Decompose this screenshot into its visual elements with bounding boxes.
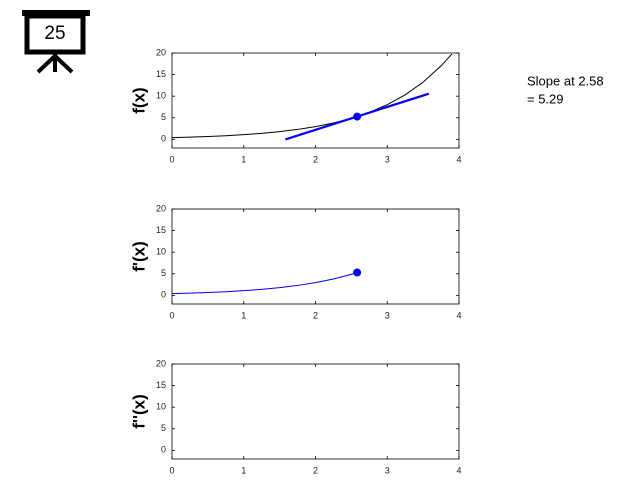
x-tick-label: 4: [456, 154, 461, 164]
x-tick-label: 2: [313, 154, 318, 164]
x-tick-label: 3: [385, 154, 390, 164]
annotation: = 5.29: [527, 91, 564, 106]
y-axis-label: f'(x): [129, 241, 148, 271]
annotation: Slope at 2.58: [527, 73, 604, 88]
y-tick-label: 5: [161, 423, 166, 433]
y-tick-label: 15: [156, 380, 166, 390]
x-tick-label: 2: [313, 465, 318, 475]
x-tick-label: 1: [241, 154, 246, 164]
x-tick-label: 1: [241, 310, 246, 320]
x-tick-label: 0: [169, 310, 174, 320]
x-tick-label: 3: [385, 465, 390, 475]
x-tick-label: 4: [456, 310, 461, 320]
point: [353, 268, 362, 277]
y-tick-label: 10: [156, 247, 166, 257]
frame-label: 25: [44, 23, 65, 44]
y-axis-label: f(x): [129, 87, 148, 113]
frame-icon: 25: [22, 10, 90, 74]
axes-box: [171, 363, 460, 460]
x-tick-label: 0: [169, 154, 174, 164]
y-tick-label: 0: [161, 290, 166, 300]
point: [353, 112, 362, 121]
y-tick-label: 10: [156, 91, 166, 101]
axes-box: [171, 208, 460, 305]
y-tick-label: 20: [156, 358, 166, 368]
line: [171, 272, 358, 295]
x-tick-label: 0: [169, 465, 174, 475]
y-tick-label: 10: [156, 402, 166, 412]
y-tick-label: 0: [161, 134, 166, 144]
y-tick-label: 5: [161, 268, 166, 278]
line: [171, 53, 453, 139]
x-tick-label: 4: [456, 465, 461, 475]
y-tick-label: 15: [156, 225, 166, 235]
x-tick-label: 3: [385, 310, 390, 320]
y-tick-label: 15: [156, 69, 166, 79]
y-tick-label: 5: [161, 112, 166, 122]
y-tick-label: 20: [156, 203, 166, 213]
x-tick-label: 1: [241, 465, 246, 475]
y-tick-label: 0: [161, 445, 166, 455]
axes-box: [171, 52, 460, 149]
y-axis-label: f''(x): [129, 394, 148, 429]
x-tick-label: 2: [313, 310, 318, 320]
y-tick-label: 20: [156, 47, 166, 57]
